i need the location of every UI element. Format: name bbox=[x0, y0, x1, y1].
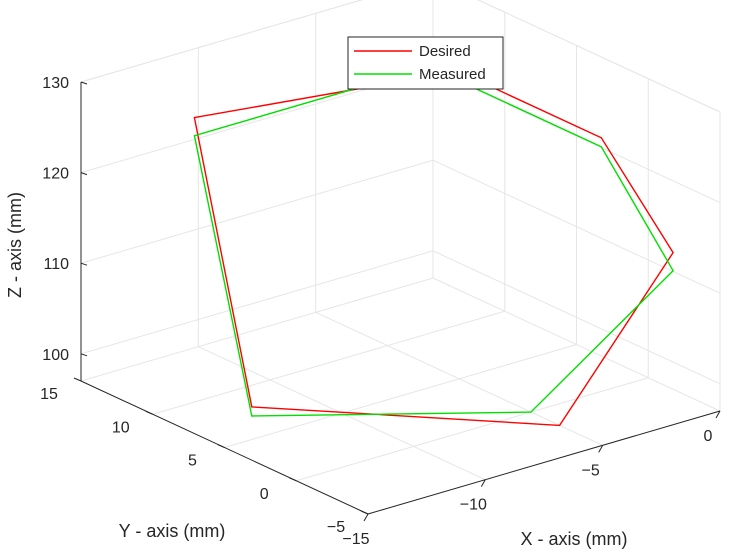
z-tick-mark bbox=[80, 81, 88, 85]
y-tick-label: 5 bbox=[188, 453, 197, 470]
grid-line-wall-top bbox=[80, 0, 364, 83]
y-tick-label: 0 bbox=[260, 486, 269, 503]
z-tick-label: 110 bbox=[43, 256, 69, 273]
series-line-measured bbox=[193, 66, 674, 417]
grid-line-floor-y bbox=[80, 277, 434, 382]
y-axis-label: Y - axis (mm) bbox=[119, 521, 226, 541]
y-tick-label: 10 bbox=[112, 419, 130, 436]
z-tick-label: 120 bbox=[42, 166, 69, 183]
grid-line-wall-yz bbox=[432, 250, 721, 385]
z-tick-mark bbox=[80, 353, 88, 357]
x-tick-label: −10 bbox=[460, 497, 487, 514]
z-tick-label: 130 bbox=[42, 75, 69, 92]
y-tick-label: −5 bbox=[327, 519, 345, 536]
x-axis-label: X - axis (mm) bbox=[521, 529, 628, 549]
tick-labels: −15 −10 −5 0 −5 0 5 10 15 100 110 120 130 bbox=[40, 75, 712, 548]
x-tick-mark bbox=[715, 410, 721, 419]
grid-line-wall-xz bbox=[80, 250, 434, 355]
z-tick-mark bbox=[80, 172, 88, 176]
grid-line-floor-y bbox=[296, 377, 649, 482]
legend-label-desired: Desired bbox=[419, 43, 471, 60]
grid-line-floor-y bbox=[152, 310, 505, 415]
grid-line-wall-yz bbox=[432, 69, 721, 204]
y-tick-mark bbox=[73, 377, 82, 382]
data-series bbox=[193, 66, 674, 427]
z-tick-mark bbox=[80, 262, 88, 266]
x-tick-mark bbox=[363, 513, 369, 522]
legend-label-measured: Measured bbox=[419, 66, 486, 83]
legend: Desired Measured bbox=[347, 36, 504, 90]
series-line-desired bbox=[193, 70, 674, 427]
grid-line-wall-top bbox=[477, 0, 721, 113]
y-tick-mark bbox=[360, 510, 369, 515]
axes bbox=[73, 81, 721, 522]
x-tick-label: −5 bbox=[582, 462, 600, 479]
grid-line-floor-y bbox=[224, 344, 577, 448]
x-tick-label: 0 bbox=[704, 428, 713, 445]
y-tick-label: 15 bbox=[40, 386, 58, 403]
x-tick-label: −15 bbox=[342, 531, 369, 548]
y-tick-mark bbox=[289, 477, 297, 482]
x-axis-line bbox=[367, 410, 721, 515]
legend-box bbox=[347, 36, 504, 90]
y-tick-mark bbox=[145, 410, 153, 415]
grid-line-wall-xz bbox=[80, 159, 434, 264]
y-tick-mark bbox=[217, 444, 225, 448]
x-tick-mark bbox=[480, 479, 486, 487]
z-axis-label: Z - axis (mm) bbox=[5, 192, 25, 298]
z-tick-label: 100 bbox=[42, 347, 69, 364]
x-tick-mark bbox=[598, 445, 604, 453]
